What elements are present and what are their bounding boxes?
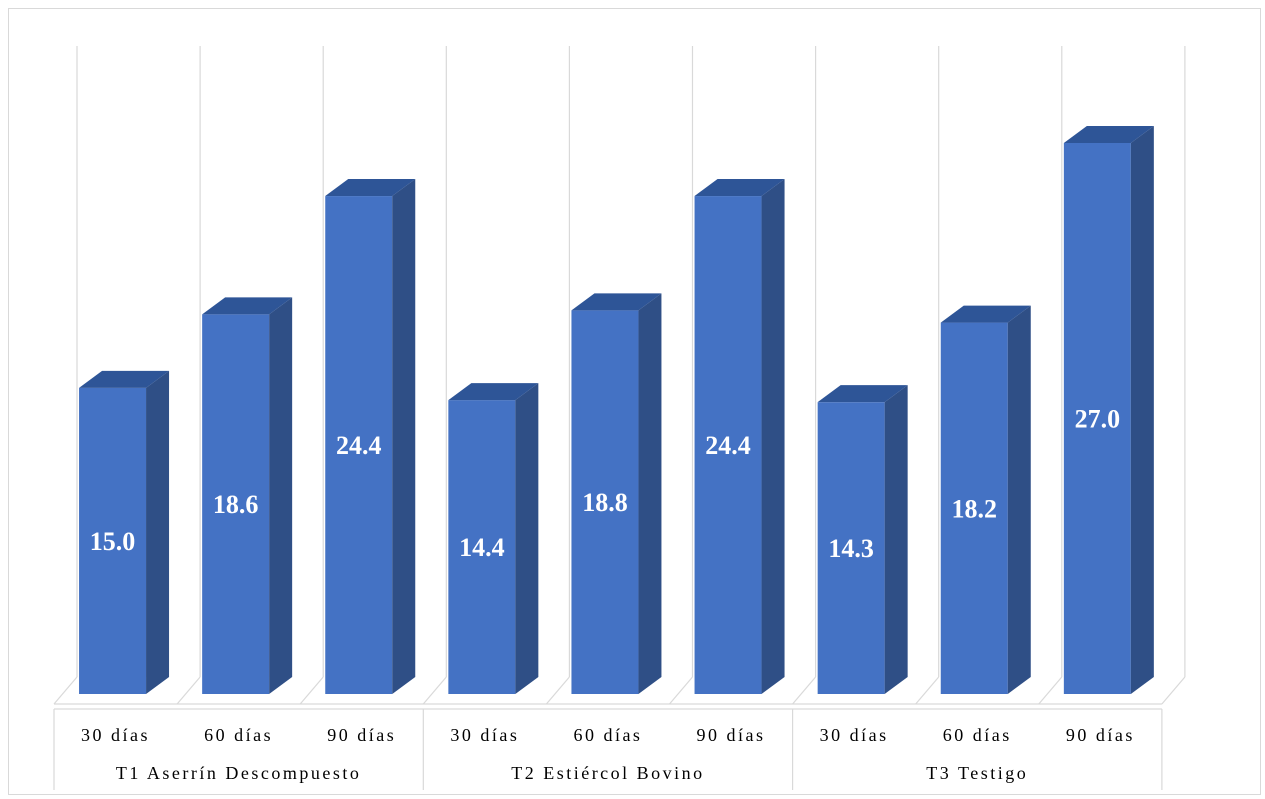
- bar-top: [325, 179, 416, 197]
- bar: [817, 385, 908, 694]
- data-label: 27.0: [1075, 405, 1121, 434]
- tick-label: 60 días: [943, 725, 1012, 745]
- bar-side: [1007, 305, 1031, 694]
- bar-side: [884, 385, 908, 694]
- bar: [571, 293, 662, 694]
- data-label: 24.4: [705, 431, 751, 460]
- bars: [79, 126, 1154, 694]
- bar: [940, 305, 1031, 694]
- bar-front: [202, 314, 270, 694]
- floor-gridline: [915, 676, 940, 705]
- floor-gridline: [299, 676, 324, 705]
- floor-gridline: [53, 676, 78, 705]
- bar-side: [146, 370, 170, 694]
- bar-front: [940, 322, 1008, 694]
- bar-side: [761, 179, 785, 694]
- chart-floor: [53, 676, 1186, 705]
- group-label: T1 Aserrín Descompuesto: [116, 763, 361, 783]
- bar-top: [817, 385, 908, 403]
- bar: [448, 383, 539, 694]
- data-label: 18.8: [582, 488, 628, 517]
- bar-side: [638, 293, 662, 694]
- tick-label: 60 días: [204, 725, 273, 745]
- bar-front: [817, 402, 885, 694]
- data-label: 18.2: [952, 494, 998, 523]
- data-label: 24.4: [336, 431, 382, 460]
- bar-top: [79, 370, 170, 388]
- bar-side: [269, 297, 293, 694]
- bar-top: [202, 297, 293, 315]
- group-label: T3 Testigo: [926, 763, 1028, 783]
- bar-front: [571, 310, 639, 694]
- tick-label: 30 días: [820, 725, 889, 745]
- bar-front: [1063, 143, 1131, 694]
- floor-gridline: [1038, 676, 1063, 705]
- tick-label: 90 días: [327, 725, 396, 745]
- floor-gridline: [1161, 676, 1186, 705]
- group-label: T2 Estiércol Bovino: [511, 763, 704, 783]
- floor-gridline: [545, 676, 570, 705]
- tick-label: 30 días: [450, 725, 519, 745]
- floor-gridline: [422, 676, 447, 705]
- bar-top: [694, 179, 785, 197]
- data-labels: 15.0 18.6 24.4 14.4 18.8 24.4 14.3 18.2 27.0: [90, 405, 1120, 564]
- bar-front: [694, 196, 762, 694]
- bar-top: [571, 293, 662, 311]
- bar: [325, 179, 416, 694]
- floor-gridline: [176, 676, 201, 705]
- bar: [694, 179, 785, 694]
- tick-label: 90 días: [1066, 725, 1135, 745]
- bar: [79, 370, 170, 694]
- floor-gridline: [669, 676, 693, 705]
- category-axis: 30 días 60 días 90 días T1 Aserrín Descompu…: [53, 708, 1163, 790]
- bar-front: [79, 387, 147, 694]
- tick-label: 60 días: [573, 725, 642, 745]
- tick-label: 30 días: [81, 725, 150, 745]
- bar-side: [1130, 126, 1154, 694]
- bar-front: [325, 196, 393, 694]
- bar: [202, 297, 293, 694]
- bar-top: [940, 305, 1031, 323]
- gridlines: [76, 46, 1186, 677]
- bar-side: [515, 383, 539, 694]
- bar: [1063, 126, 1154, 694]
- data-label: 14.4: [459, 533, 505, 562]
- bar-top: [448, 383, 539, 401]
- bar-top: [1063, 126, 1154, 143]
- data-label: 15.0: [90, 527, 136, 556]
- bar-side: [392, 179, 416, 694]
- tick-label: 90 días: [697, 725, 766, 745]
- bar-front: [448, 400, 516, 694]
- data-label: 14.3: [828, 534, 874, 563]
- floor-gridline: [792, 676, 817, 705]
- data-label: 18.6: [213, 490, 259, 519]
